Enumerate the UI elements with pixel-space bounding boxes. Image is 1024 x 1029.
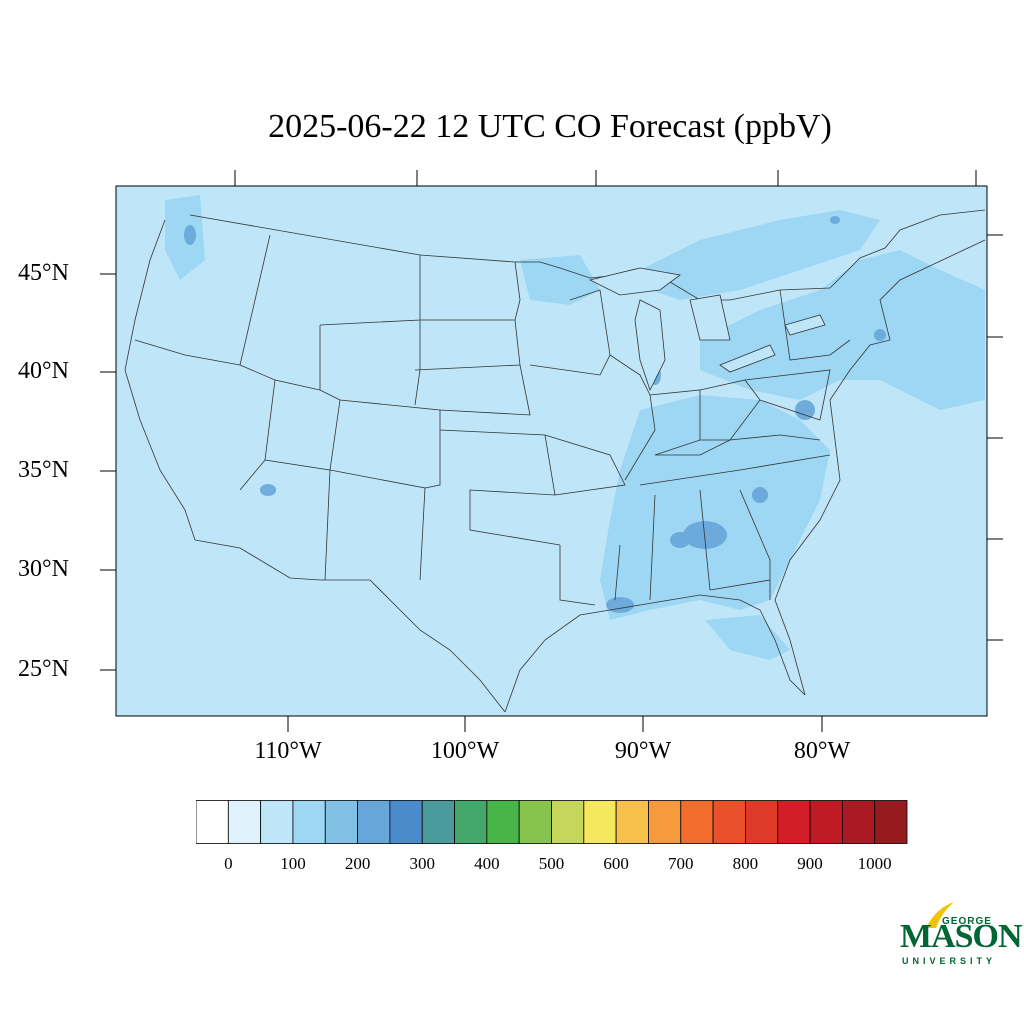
lat-label-40: 40°N [18, 358, 69, 384]
colorbar-swatch [583, 800, 617, 844]
logo-bottom-text: UNIVERSITY [902, 956, 997, 966]
colorbar-swatch [745, 800, 779, 844]
colorbar-swatch [841, 800, 876, 844]
lake-erie [719, 344, 776, 373]
lat-label-25: 25°N [18, 656, 69, 682]
hotspot-charlotte [752, 487, 768, 503]
hotspot-seattle [184, 225, 196, 245]
lake-superior [588, 267, 681, 296]
colorbar-swatch [454, 800, 488, 844]
colorbar-tick-label: 800 [732, 854, 759, 873]
colorbar-swatch [196, 800, 229, 844]
lon-label-100w: 100°W [430, 738, 500, 764]
hotspot-phoenix [260, 484, 276, 496]
colorbar-swatch [809, 800, 843, 844]
co-region-canada [620, 210, 880, 300]
west-coast [124, 219, 196, 541]
co-region-southeast [600, 395, 830, 620]
co-region-florida [705, 615, 790, 660]
lake-ontario [784, 314, 826, 336]
colorbar-tick-label: 700 [668, 854, 694, 873]
lon-label-80w: 80°W [793, 738, 851, 764]
colorbar-swatch [486, 800, 520, 844]
colorbar-swatch [551, 800, 585, 844]
lon-label-90w: 90°W [614, 738, 672, 764]
hotspot-gulf [606, 597, 634, 613]
colorbar-swatch [874, 800, 908, 844]
colorbar-tick-label: 600 [603, 854, 629, 873]
lake-huron [689, 294, 731, 341]
map-frame [115, 185, 988, 717]
page-title: 2025-06-22 12 UTC CO Forecast (ppbV) [268, 108, 832, 145]
colorbar-swatch [518, 800, 552, 844]
co-region-midwest [520, 255, 600, 305]
colorbar-swatch [227, 800, 262, 844]
co-hotspots [184, 216, 886, 613]
colorbar-tick-label: 200 [344, 854, 371, 873]
east-coast [774, 239, 986, 696]
colorbar-swatch [357, 800, 391, 844]
lake-michigan [634, 299, 666, 392]
colorbar-swatch [324, 800, 358, 844]
colorbar-tick-label: 1000 [857, 854, 892, 873]
hotspot-boston [874, 329, 886, 341]
colorbar-swatch [615, 800, 649, 844]
colorbar-tick-label: 400 [474, 854, 500, 873]
colorbar-swatch [292, 800, 326, 844]
colorbar-tick-label: 500 [538, 854, 565, 873]
colorbar-swatch [777, 800, 811, 844]
colorbar-swatch [712, 800, 746, 844]
tick-marks [100, 170, 1003, 732]
logo-swoosh-icon [926, 902, 954, 928]
hotspot-birmingham [670, 532, 690, 548]
state-lines [134, 234, 851, 606]
hotspot-atlanta [683, 521, 727, 549]
logo-top-text: GEORGE [942, 916, 992, 927]
lon-label-110w: 110°W [254, 738, 322, 764]
hotspot-quebec [830, 216, 840, 224]
lat-label-30: 30°N [18, 556, 69, 582]
colorbar-tick-label: 100 [280, 854, 306, 873]
gulf-coast [504, 594, 806, 713]
gmu-logo: GEORGE MASON UNIVERSITY [896, 900, 1023, 970]
colorbar [196, 800, 908, 844]
colorbar-tick-label: 0 [224, 854, 233, 873]
lat-label-45: 45°N [18, 260, 69, 286]
co-region-northeast [700, 250, 985, 410]
lat-label-35: 35°N [18, 457, 69, 483]
colorbar-tick-label: 900 [797, 854, 823, 873]
colorbar-swatch [389, 800, 423, 844]
colorbar-tick-label: 300 [409, 854, 435, 873]
hotspot-dc [795, 400, 815, 420]
us-mexico-border [194, 539, 506, 713]
colorbar-swatch [648, 800, 682, 844]
colorbar-swatch [680, 800, 714, 844]
logo-main-text: MASON [900, 918, 1023, 955]
boundaries [124, 209, 986, 713]
colorbar-swatch [421, 800, 455, 844]
colorbar-swatch [260, 800, 294, 844]
